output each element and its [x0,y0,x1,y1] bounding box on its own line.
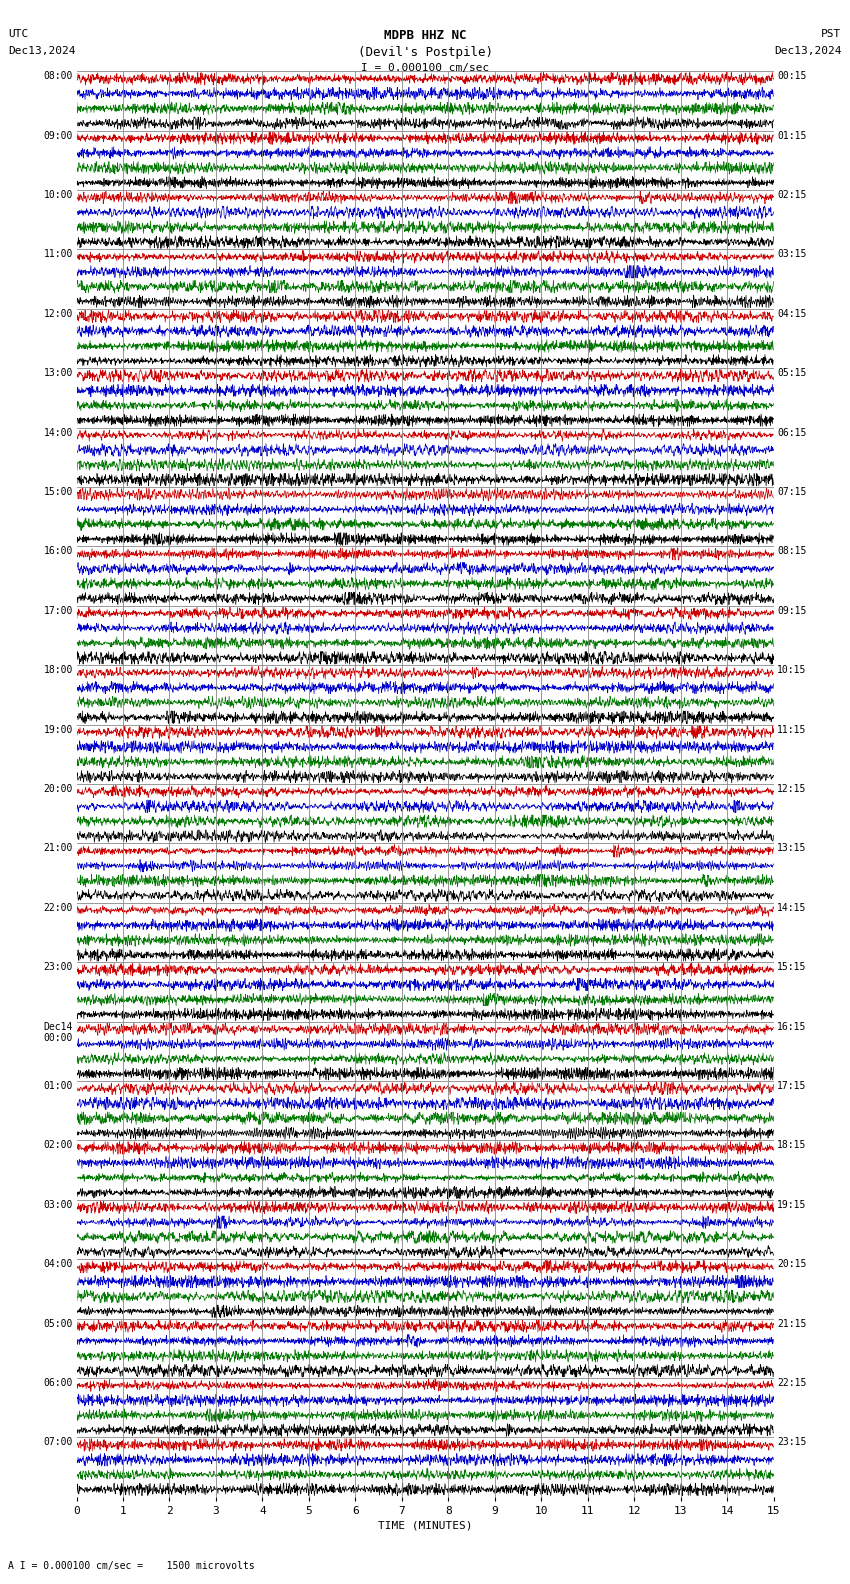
Text: 03:15: 03:15 [777,249,807,260]
Text: 07:15: 07:15 [777,488,807,497]
Text: Dec13,2024: Dec13,2024 [8,46,76,55]
Text: 08:15: 08:15 [777,546,807,556]
Text: 17:00: 17:00 [43,605,73,616]
Text: 22:00: 22:00 [43,903,73,912]
Text: 04:00: 04:00 [43,1259,73,1269]
Text: 20:15: 20:15 [777,1259,807,1269]
Text: 01:00: 01:00 [43,1080,73,1091]
Text: 21:00: 21:00 [43,843,73,854]
Text: 03:00: 03:00 [43,1201,73,1210]
Text: 05:15: 05:15 [777,367,807,379]
Text: 21:15: 21:15 [777,1318,807,1329]
Text: A I = 0.000100 cm/sec =    1500 microvolts: A I = 0.000100 cm/sec = 1500 microvolts [8,1562,255,1571]
Text: 12:15: 12:15 [777,784,807,794]
Text: 23:00: 23:00 [43,961,73,973]
Text: 06:15: 06:15 [777,428,807,437]
Text: 18:00: 18:00 [43,665,73,675]
Text: 16:00: 16:00 [43,546,73,556]
Text: PST: PST [821,29,842,38]
Text: 14:15: 14:15 [777,903,807,912]
Text: 19:00: 19:00 [43,724,73,735]
Text: 16:15: 16:15 [777,1022,807,1031]
Text: UTC: UTC [8,29,29,38]
Text: 10:00: 10:00 [43,190,73,200]
Text: MDPB HHZ NC: MDPB HHZ NC [383,29,467,41]
Text: 10:15: 10:15 [777,665,807,675]
Text: 13:15: 13:15 [777,843,807,854]
Text: 17:15: 17:15 [777,1080,807,1091]
Text: 09:00: 09:00 [43,130,73,141]
Text: 06:00: 06:00 [43,1378,73,1388]
Text: 14:00: 14:00 [43,428,73,437]
X-axis label: TIME (MINUTES): TIME (MINUTES) [377,1521,473,1530]
Text: 05:00: 05:00 [43,1318,73,1329]
Text: 12:00: 12:00 [43,309,73,318]
Text: 11:00: 11:00 [43,249,73,260]
Text: Dec13,2024: Dec13,2024 [774,46,842,55]
Text: (Devil's Postpile): (Devil's Postpile) [358,46,492,59]
Text: 08:00: 08:00 [43,71,73,81]
Text: 09:15: 09:15 [777,605,807,616]
Text: 11:15: 11:15 [777,724,807,735]
Text: 15:00: 15:00 [43,488,73,497]
Text: 22:15: 22:15 [777,1378,807,1388]
Text: 07:00: 07:00 [43,1438,73,1448]
Text: 13:00: 13:00 [43,367,73,379]
Text: 00:15: 00:15 [777,71,807,81]
Text: 02:15: 02:15 [777,190,807,200]
Text: 02:00: 02:00 [43,1140,73,1150]
Text: 23:15: 23:15 [777,1438,807,1448]
Text: 18:15: 18:15 [777,1140,807,1150]
Text: 15:15: 15:15 [777,961,807,973]
Text: Dec14
00:00: Dec14 00:00 [43,1022,73,1044]
Text: 04:15: 04:15 [777,309,807,318]
Text: 19:15: 19:15 [777,1201,807,1210]
Text: 01:15: 01:15 [777,130,807,141]
Text: 20:00: 20:00 [43,784,73,794]
Text: I = 0.000100 cm/sec: I = 0.000100 cm/sec [361,63,489,73]
